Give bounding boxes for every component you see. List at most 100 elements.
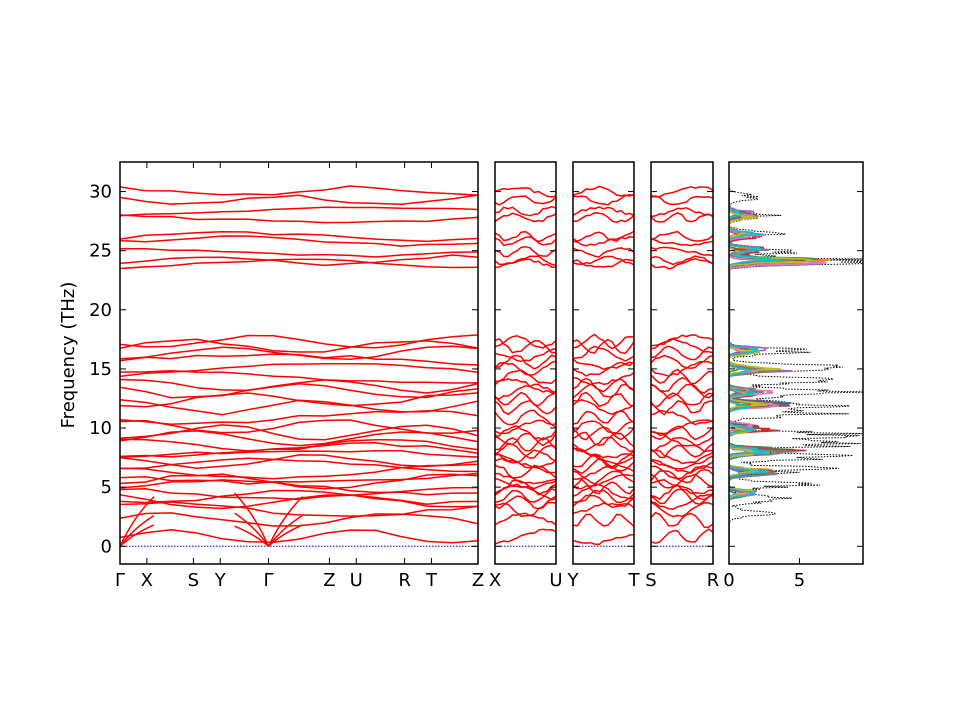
band-1-7 bbox=[120, 479, 478, 496]
k-point-label: U bbox=[549, 570, 562, 591]
band-2-34 bbox=[495, 230, 556, 243]
band-1-15 bbox=[120, 438, 478, 452]
band-2-22 bbox=[495, 383, 556, 400]
band-4-1 bbox=[651, 528, 713, 544]
band-3-30 bbox=[573, 258, 634, 268]
acoustic-branch-2-4 bbox=[234, 512, 270, 547]
band-3-21 bbox=[573, 391, 634, 408]
band-2-1 bbox=[495, 528, 556, 545]
band-1-24 bbox=[120, 370, 478, 384]
band-4-13 bbox=[651, 449, 713, 465]
band-1-22 bbox=[120, 383, 478, 399]
k-point-label: X bbox=[489, 570, 501, 591]
band-2-10 bbox=[495, 464, 556, 479]
y-tick-label: 25 bbox=[89, 241, 112, 262]
band-1-13 bbox=[120, 449, 478, 459]
k-point-label: Γ bbox=[264, 570, 274, 591]
band-panel-frame-4 bbox=[650, 161, 714, 565]
band-3-1 bbox=[573, 533, 634, 546]
y-tick-label: 15 bbox=[89, 359, 112, 380]
band-1-21 bbox=[120, 392, 478, 408]
band-1-14 bbox=[120, 442, 478, 458]
dos-curves bbox=[729, 185, 863, 543]
band-2-24 bbox=[495, 369, 556, 385]
k-point-label: X bbox=[141, 570, 153, 591]
band-2-5 bbox=[495, 488, 556, 504]
band-2-2 bbox=[495, 512, 556, 526]
band-3-27 bbox=[573, 345, 634, 362]
band-1-33 bbox=[120, 235, 478, 247]
band-3-26 bbox=[573, 358, 634, 371]
band-1-31 bbox=[120, 254, 478, 267]
band-2-14 bbox=[495, 442, 556, 459]
band-2-32 bbox=[495, 245, 556, 258]
band-2-27 bbox=[495, 347, 556, 363]
k-point-label: Y bbox=[567, 570, 580, 591]
band-1-37 bbox=[120, 194, 478, 205]
dos-x-tick-label: 0 bbox=[723, 570, 734, 591]
band-4-15 bbox=[651, 437, 713, 453]
band-4-5 bbox=[651, 488, 713, 505]
band-4-27 bbox=[651, 345, 713, 361]
band-4-16 bbox=[651, 430, 713, 447]
band-2-31 bbox=[495, 255, 556, 267]
band-1-12 bbox=[120, 454, 478, 470]
band-2-8 bbox=[495, 477, 556, 490]
band-3-15 bbox=[573, 436, 634, 453]
band-4-30 bbox=[651, 257, 713, 270]
k-point-label: T bbox=[628, 570, 641, 591]
band-2-36 bbox=[495, 205, 556, 217]
band-2-29 bbox=[495, 335, 556, 349]
band-4-36 bbox=[651, 207, 713, 218]
band-4-24 bbox=[651, 368, 713, 385]
band-4-23 bbox=[651, 377, 713, 394]
band-2-11 bbox=[495, 457, 556, 474]
band-2-19 bbox=[495, 409, 556, 426]
band-4-38 bbox=[651, 186, 713, 198]
band-4-35 bbox=[651, 212, 713, 223]
band-1-38 bbox=[120, 185, 478, 196]
band-3-18 bbox=[573, 420, 634, 434]
band-4-10 bbox=[651, 464, 713, 480]
dos-total-curve bbox=[729, 185, 863, 543]
band-1-8 bbox=[120, 473, 478, 490]
band-3-23 bbox=[573, 377, 634, 393]
band-2-20 bbox=[495, 399, 556, 415]
band-4-7 bbox=[651, 479, 713, 495]
y-tick-label: 30 bbox=[89, 182, 112, 203]
band-4-2 bbox=[651, 511, 713, 529]
band-4-22 bbox=[651, 383, 713, 400]
band-4-3 bbox=[651, 501, 713, 518]
band-1-36 bbox=[120, 206, 478, 217]
band-1-1 bbox=[120, 528, 478, 544]
band-1-34 bbox=[120, 231, 478, 243]
band-3-28 bbox=[573, 338, 634, 355]
band-4-11 bbox=[651, 459, 713, 474]
band-lines-1 bbox=[120, 185, 478, 547]
band-1-32 bbox=[120, 247, 478, 258]
band-2-33 bbox=[495, 236, 556, 247]
band-2-18 bbox=[495, 419, 556, 435]
band-1-11 bbox=[120, 457, 478, 473]
band-4-12 bbox=[651, 455, 713, 470]
band-panel-frame-2 bbox=[494, 161, 557, 565]
band-4-14 bbox=[651, 442, 713, 459]
band-4-28 bbox=[651, 338, 713, 354]
band-3-25 bbox=[573, 361, 634, 377]
dos-partial-curve-9 bbox=[729, 185, 812, 543]
k-point-label: Γ bbox=[115, 570, 125, 591]
band-3-13 bbox=[573, 447, 634, 465]
band-1-6 bbox=[120, 486, 478, 501]
band-1-4 bbox=[120, 493, 478, 510]
k-point-label: Z bbox=[323, 570, 335, 591]
band-3-5 bbox=[573, 489, 634, 504]
band-3-22 bbox=[573, 383, 634, 399]
band-1-20 bbox=[120, 399, 478, 416]
band-3-2 bbox=[573, 513, 634, 528]
band-3-11 bbox=[573, 457, 634, 475]
